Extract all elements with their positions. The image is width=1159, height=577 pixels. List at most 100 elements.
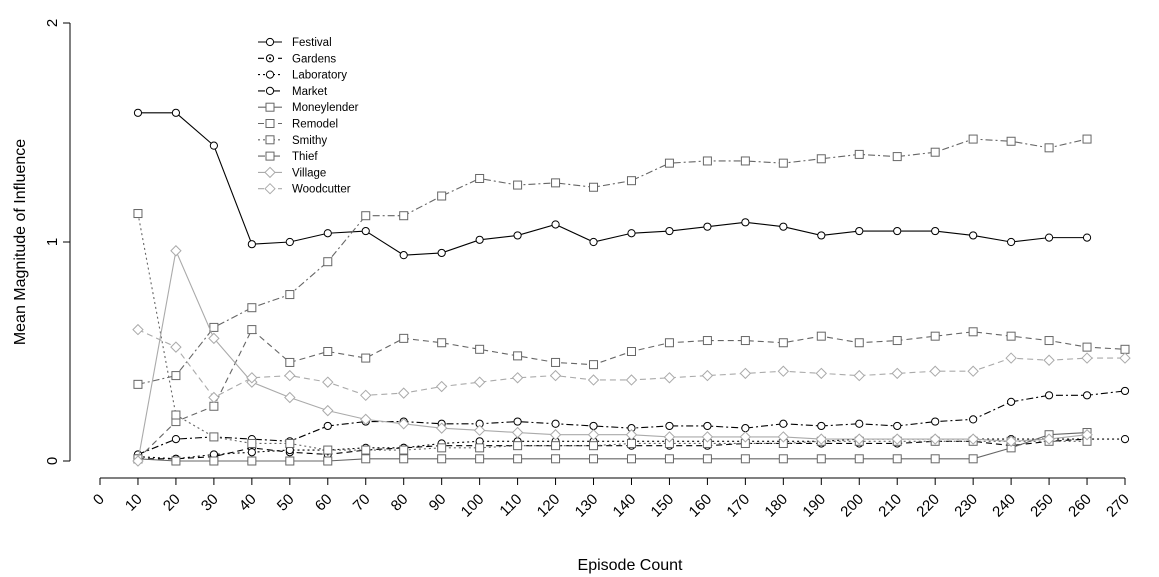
data-point-moneylender <box>437 454 447 464</box>
data-point-festival <box>133 108 143 117</box>
data-point-woodcutter <box>815 367 828 380</box>
data-point-village <box>587 429 600 441</box>
series-moneylender <box>133 428 1092 466</box>
data-point-smithy <box>589 441 599 451</box>
data-point-remodel <box>589 360 599 370</box>
x-tick-label: 10 <box>122 491 146 515</box>
data-point-festival <box>741 218 750 227</box>
data-point-woodcutter <box>701 369 714 382</box>
data-point-thief <box>1082 134 1092 144</box>
x-tick-label: 260 <box>1065 491 1095 521</box>
data-point-remodel <box>513 351 523 361</box>
data-point-thief <box>589 182 599 192</box>
data-point-festival <box>931 226 940 236</box>
data-point-woodcutter <box>511 372 524 384</box>
x-tick-label: 170 <box>723 491 753 521</box>
data-point-smithy <box>361 445 371 455</box>
data-point-moneylender <box>664 454 674 464</box>
x-tick-label: 90 <box>426 491 450 515</box>
y-tick-label: 0 <box>44 457 61 465</box>
data-point-moneylender <box>475 454 485 464</box>
x-tick-label: 160 <box>686 491 716 521</box>
data-point-thief <box>892 152 902 162</box>
data-point-village <box>1043 433 1055 445</box>
x-tick-label: 110 <box>496 491 525 520</box>
data-point-thief <box>740 156 750 166</box>
y-axis-title: Mean Magnitude of Influence <box>12 139 29 345</box>
data-point-moneylender <box>323 456 333 466</box>
data-point-festival <box>437 248 446 258</box>
series-line-village <box>137 248 1088 462</box>
x-tick-label: 180 <box>761 491 791 521</box>
data-point-thief <box>702 156 712 166</box>
data-point-market <box>703 421 712 431</box>
data-point-woodcutter <box>929 365 941 377</box>
data-point-festival <box>665 226 674 236</box>
x-tick-label: 230 <box>951 491 981 521</box>
data-point-market <box>171 435 181 444</box>
x-tick-label: 20 <box>160 491 184 515</box>
legend-marker-village <box>264 166 276 179</box>
data-point-festival <box>285 237 294 247</box>
data-point-remodel <box>551 357 561 367</box>
data-point-woodcutter <box>853 369 865 382</box>
data-point-festival <box>893 226 902 236</box>
data-point-moneylender <box>513 454 523 464</box>
data-point-thief <box>930 147 940 157</box>
data-point-smithy <box>171 410 181 420</box>
legend-marker-woodcutter <box>264 182 276 195</box>
data-point-thief <box>437 191 447 201</box>
x-tick-label: 200 <box>837 491 867 521</box>
data-point-moneylender <box>399 454 409 464</box>
data-point-festival <box>513 231 522 240</box>
series-line-gardens <box>137 438 1088 460</box>
data-point-remodel <box>1082 342 1092 352</box>
data-point-smithy <box>247 438 257 448</box>
x-tick-label: 80 <box>388 491 412 515</box>
data-point-remodel <box>323 347 333 356</box>
data-point-village <box>397 418 410 430</box>
data-point-village <box>853 433 865 445</box>
data-point-village <box>208 332 220 345</box>
data-point-woodcutter <box>435 380 448 393</box>
data-point-woodcutter <box>132 323 144 336</box>
series-festival <box>133 108 1092 260</box>
data-point-thief <box>361 211 371 221</box>
legend-label-thief: Thief <box>292 151 318 163</box>
data-point-moneylender <box>589 454 599 464</box>
data-point-woodcutter <box>208 391 220 404</box>
data-point-festival <box>247 240 256 249</box>
data-point-village <box>625 429 638 441</box>
data-point-festival <box>171 108 181 117</box>
legend-marker-gardens-dot <box>268 57 272 60</box>
legend-item-village: Village <box>258 166 326 179</box>
legend-label-laboratory: Laboratory <box>292 70 347 82</box>
x-tick-label: 70 <box>350 491 374 515</box>
data-point-market <box>589 421 598 431</box>
data-point-market <box>1082 391 1092 400</box>
data-point-moneylender <box>285 456 295 466</box>
series-line-festival <box>137 112 1088 256</box>
legend-marker-market <box>265 86 275 96</box>
data-point-remodel <box>1044 336 1054 346</box>
data-point-village <box>1005 435 1017 447</box>
data-point-remodel <box>892 336 902 346</box>
data-point-laboratory <box>247 448 256 457</box>
data-point-thief <box>664 158 674 168</box>
data-point-remodel <box>1006 331 1016 341</box>
data-point-moneylender <box>778 454 788 464</box>
data-point-remodel <box>437 338 447 348</box>
data-point-smithy <box>399 445 409 455</box>
data-point-village <box>360 413 372 426</box>
x-tick-label: 120 <box>534 491 564 521</box>
legend-marker-thief <box>265 151 275 161</box>
data-point-festival <box>361 226 370 236</box>
data-point-village <box>815 433 828 445</box>
data-point-thief <box>323 257 333 267</box>
data-point-remodel <box>854 338 864 348</box>
data-point-market <box>513 417 522 426</box>
data-point-thief <box>626 176 636 186</box>
data-point-smithy <box>285 438 295 448</box>
series-remodel <box>133 325 1130 464</box>
